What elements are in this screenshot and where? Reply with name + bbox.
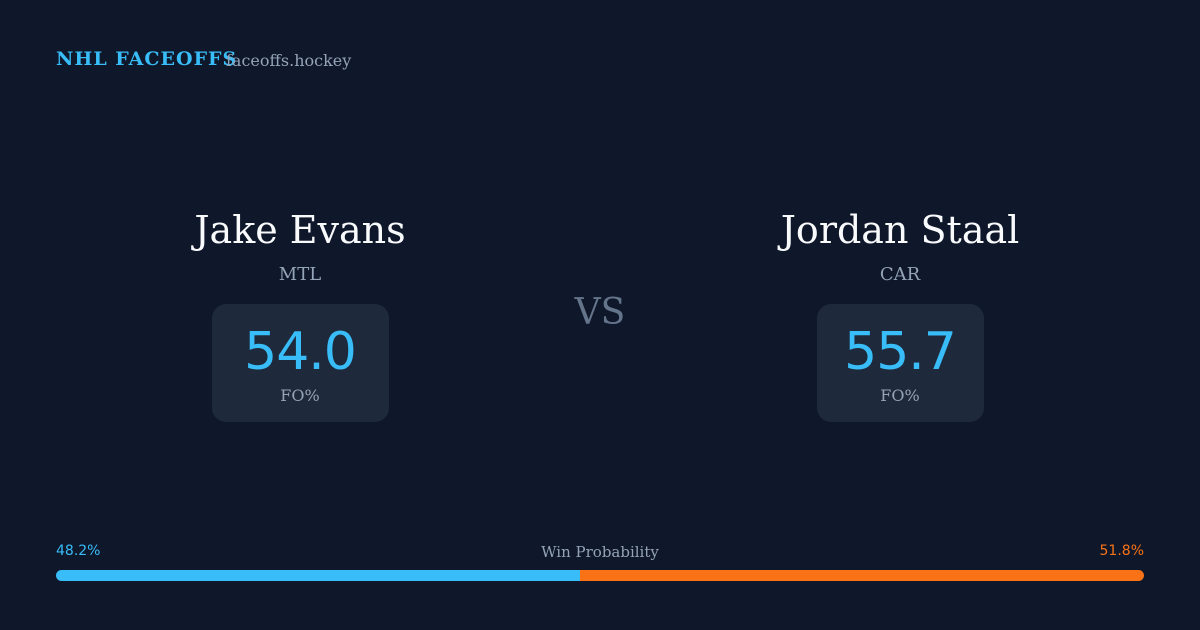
player-card: Jake Evans MTL 54.0 FO% bbox=[100, 200, 500, 422]
fo-label: FO% bbox=[880, 386, 920, 405]
team: MTL bbox=[278, 264, 322, 285]
stat-box: 54.0 FO% bbox=[211, 304, 389, 422]
stat-box: 55.7 FO% bbox=[816, 304, 984, 422]
brand: NHL FACEOFFS bbox=[56, 48, 238, 70]
win-prob-segment bbox=[56, 570, 581, 581]
player-card: Jordan Staal CAR 55.7 FO% bbox=[700, 200, 1100, 422]
fo-value: 55.7 bbox=[844, 322, 957, 382]
player-name: Jake Evans bbox=[194, 208, 406, 252]
win-prob-left: 48.2% bbox=[56, 543, 101, 559]
win-prob-bar bbox=[56, 570, 1144, 581]
win-prob-right: 51.8% bbox=[1099, 543, 1144, 559]
vs: VS bbox=[574, 292, 626, 333]
win-prob-segment bbox=[580, 570, 1144, 581]
win-prob-title: Win Probability bbox=[541, 543, 659, 561]
player-name: Jordan Staal bbox=[780, 208, 1020, 252]
fo-value: 54.0 bbox=[244, 322, 357, 382]
site-url: faceoffs.hockey bbox=[226, 51, 352, 70]
fo-label: FO% bbox=[280, 386, 320, 405]
team: CAR bbox=[879, 264, 921, 285]
